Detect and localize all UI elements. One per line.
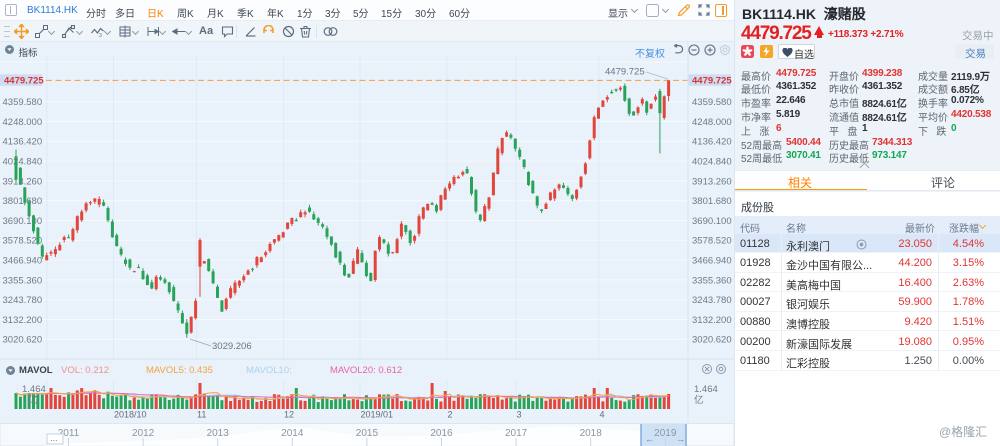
svg-text:3020.620: 3020.620 — [3, 335, 43, 346]
svg-text:3355.360: 3355.360 — [3, 275, 43, 286]
svg-text:4136.420: 4136.420 — [692, 137, 732, 148]
svg-text:3243.780: 3243.780 — [3, 295, 43, 306]
svg-text:1.464: 1.464 — [22, 384, 46, 395]
svg-text:3913.260: 3913.260 — [3, 176, 43, 187]
svg-text:3913.260: 3913.260 — [692, 176, 732, 187]
svg-text:4248.000: 4248.000 — [692, 117, 732, 128]
svg-text:3690.100: 3690.100 — [3, 216, 43, 227]
svg-text:3466.940: 3466.940 — [692, 256, 732, 267]
svg-text:2018/10: 2018/10 — [114, 410, 147, 420]
svg-text:4479.725: 4479.725 — [4, 75, 44, 86]
svg-text:←: ← — [645, 434, 654, 444]
svg-text:3690.100: 3690.100 — [692, 216, 732, 227]
svg-text:2015: 2015 — [356, 428, 379, 439]
svg-text:4479.725: 4479.725 — [692, 75, 732, 86]
svg-text:2016: 2016 — [430, 428, 453, 439]
svg-text:3355.360: 3355.360 — [692, 275, 732, 286]
svg-text:亿: 亿 — [694, 394, 704, 406]
svg-text:3132.200: 3132.200 — [692, 315, 732, 326]
svg-text:2018: 2018 — [580, 428, 603, 439]
svg-text:4: 4 — [600, 410, 605, 420]
svg-text:2017: 2017 — [505, 428, 528, 439]
svg-text:3801.680: 3801.680 — [3, 196, 43, 207]
svg-text:2: 2 — [448, 410, 453, 420]
svg-text:2019: 2019 — [654, 428, 677, 439]
svg-text:4359.580: 4359.580 — [692, 97, 732, 108]
svg-text:3578.520: 3578.520 — [692, 236, 732, 247]
svg-text:3801.680: 3801.680 — [692, 196, 732, 207]
svg-text:...: ... — [50, 433, 58, 443]
svg-text:3132.200: 3132.200 — [3, 315, 43, 326]
svg-text:1.464: 1.464 — [694, 384, 718, 395]
svg-text:4136.420: 4136.420 — [3, 137, 43, 148]
svg-text:3: 3 — [517, 410, 522, 420]
svg-text:3020.620: 3020.620 — [692, 335, 732, 346]
svg-text:4248.000: 4248.000 — [3, 117, 43, 128]
svg-text:4024.840: 4024.840 — [692, 157, 732, 168]
svg-text:亿: 亿 — [28, 394, 38, 406]
svg-text:2019/01: 2019/01 — [361, 410, 394, 420]
svg-text:3243.780: 3243.780 — [692, 295, 732, 306]
svg-text:3578.520: 3578.520 — [3, 236, 43, 247]
svg-text:3466.940: 3466.940 — [3, 256, 43, 267]
svg-text:12: 12 — [284, 410, 294, 420]
svg-text:2012: 2012 — [132, 428, 155, 439]
svg-text:3: 3 — [99, 33, 102, 38]
svg-text:3029.206: 3029.206 — [212, 341, 252, 352]
svg-text:→: → — [676, 434, 685, 444]
svg-text:4024.840: 4024.840 — [3, 157, 43, 168]
svg-text:2014: 2014 — [281, 428, 304, 439]
svg-text:4359.580: 4359.580 — [3, 97, 43, 108]
svg-text:2011: 2011 — [58, 428, 80, 439]
svg-text:4479.725: 4479.725 — [605, 67, 645, 78]
svg-text:11: 11 — [197, 410, 206, 420]
svg-text:2013: 2013 — [207, 428, 230, 439]
